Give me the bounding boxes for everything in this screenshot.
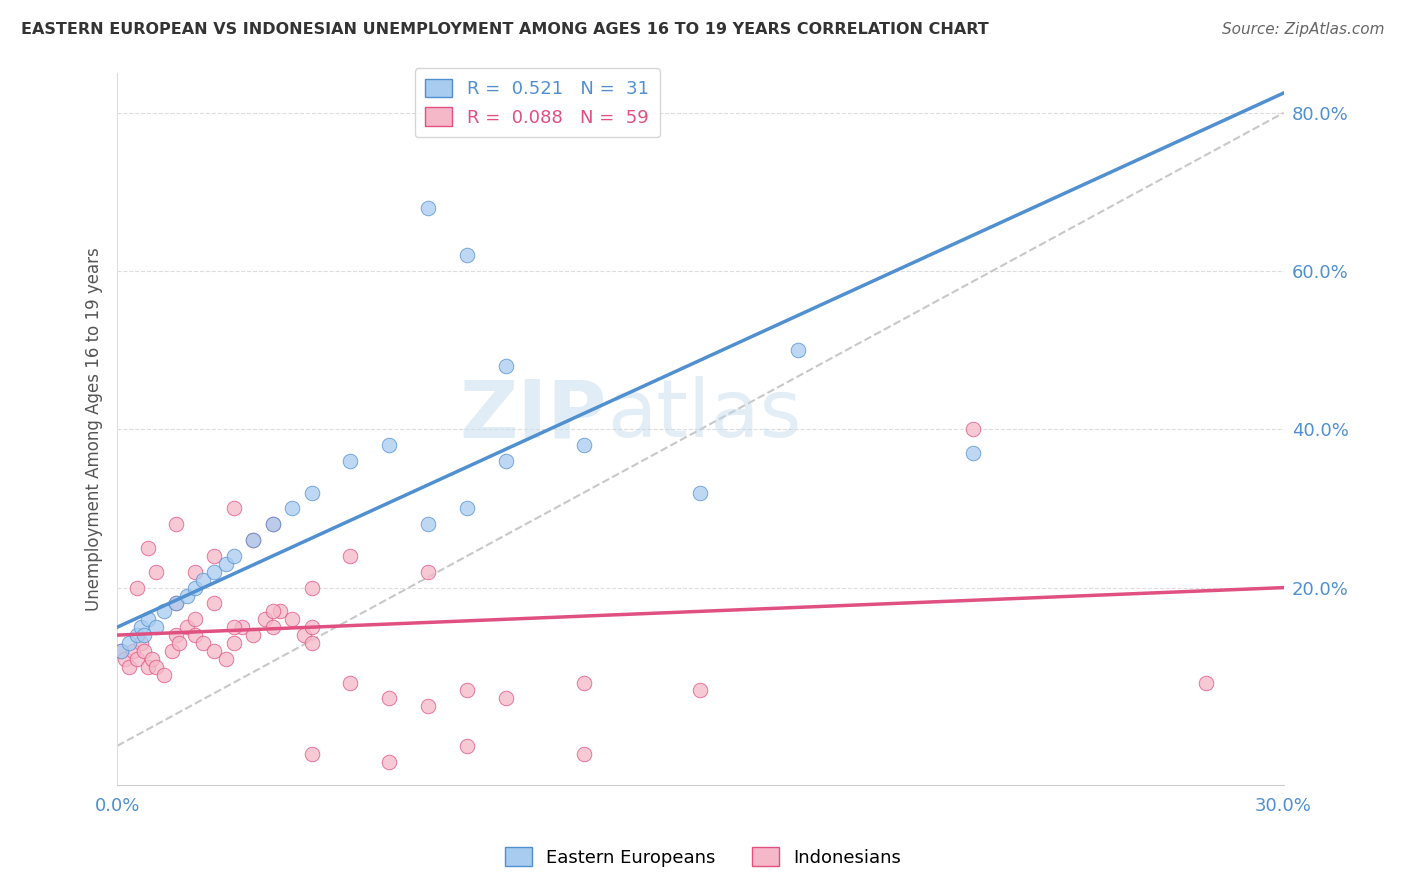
- Point: [118, 659, 141, 673]
- Point: [456, 683, 478, 698]
- Point: [134, 644, 156, 658]
- Point: [456, 248, 478, 262]
- Point: [242, 628, 264, 642]
- Point: [253, 612, 276, 626]
- Point: [962, 446, 984, 460]
- Point: [153, 604, 176, 618]
- Point: [129, 620, 152, 634]
- Point: [136, 541, 159, 555]
- Point: [136, 659, 159, 673]
- Point: [222, 620, 245, 634]
- Point: [110, 644, 132, 658]
- Point: [129, 636, 152, 650]
- Point: [165, 628, 187, 642]
- Point: [572, 438, 595, 452]
- Text: atlas: atlas: [607, 376, 801, 454]
- Point: [110, 644, 132, 658]
- Point: [262, 517, 284, 532]
- Point: [134, 628, 156, 642]
- Point: [689, 485, 711, 500]
- Point: [418, 699, 440, 714]
- Point: [301, 581, 323, 595]
- Point: [301, 485, 323, 500]
- Point: [456, 739, 478, 753]
- Point: [378, 691, 401, 706]
- Point: [962, 422, 984, 436]
- Point: [262, 517, 284, 532]
- Point: [1195, 675, 1218, 690]
- Point: [222, 501, 245, 516]
- Point: [242, 533, 264, 548]
- Point: [125, 652, 148, 666]
- Point: [160, 644, 183, 658]
- Legend: Eastern Europeans, Indonesians: Eastern Europeans, Indonesians: [498, 840, 908, 874]
- Point: [145, 565, 167, 579]
- Point: [378, 438, 401, 452]
- Point: [339, 454, 361, 468]
- Y-axis label: Unemployment Among Ages 16 to 19 years: Unemployment Among Ages 16 to 19 years: [86, 247, 103, 611]
- Point: [786, 343, 808, 358]
- Legend: R =  0.521   N =  31, R =  0.088   N =  59: R = 0.521 N = 31, R = 0.088 N = 59: [415, 68, 659, 137]
- Point: [165, 517, 187, 532]
- Point: [202, 565, 225, 579]
- Point: [165, 596, 187, 610]
- Point: [339, 675, 361, 690]
- Point: [572, 747, 595, 761]
- Point: [456, 501, 478, 516]
- Point: [301, 620, 323, 634]
- Point: [191, 636, 214, 650]
- Point: [281, 501, 304, 516]
- Point: [339, 549, 361, 563]
- Point: [176, 620, 198, 634]
- Point: [153, 667, 176, 681]
- Point: [222, 636, 245, 650]
- Point: [202, 644, 225, 658]
- Point: [418, 565, 440, 579]
- Point: [495, 454, 517, 468]
- Point: [262, 620, 284, 634]
- Point: [202, 596, 225, 610]
- Point: [125, 581, 148, 595]
- Point: [184, 581, 207, 595]
- Point: [495, 691, 517, 706]
- Point: [125, 628, 148, 642]
- Point: [301, 747, 323, 761]
- Point: [184, 612, 207, 626]
- Point: [121, 644, 143, 658]
- Point: [378, 755, 401, 769]
- Point: [169, 636, 191, 650]
- Point: [114, 652, 136, 666]
- Point: [301, 636, 323, 650]
- Text: EASTERN EUROPEAN VS INDONESIAN UNEMPLOYMENT AMONG AGES 16 TO 19 YEARS CORRELATIO: EASTERN EUROPEAN VS INDONESIAN UNEMPLOYM…: [21, 22, 988, 37]
- Point: [262, 604, 284, 618]
- Point: [242, 533, 264, 548]
- Point: [145, 659, 167, 673]
- Point: [184, 565, 207, 579]
- Point: [118, 636, 141, 650]
- Point: [184, 628, 207, 642]
- Point: [222, 549, 245, 563]
- Point: [418, 517, 440, 532]
- Point: [202, 549, 225, 563]
- Point: [176, 589, 198, 603]
- Point: [191, 573, 214, 587]
- Text: Source: ZipAtlas.com: Source: ZipAtlas.com: [1222, 22, 1385, 37]
- Point: [689, 683, 711, 698]
- Point: [269, 604, 291, 618]
- Point: [215, 652, 238, 666]
- Text: ZIP: ZIP: [460, 376, 607, 454]
- Point: [495, 359, 517, 373]
- Point: [281, 612, 304, 626]
- Point: [141, 652, 163, 666]
- Point: [136, 612, 159, 626]
- Point: [145, 620, 167, 634]
- Point: [231, 620, 253, 634]
- Point: [292, 628, 315, 642]
- Point: [165, 596, 187, 610]
- Point: [572, 675, 595, 690]
- Point: [215, 557, 238, 571]
- Point: [418, 201, 440, 215]
